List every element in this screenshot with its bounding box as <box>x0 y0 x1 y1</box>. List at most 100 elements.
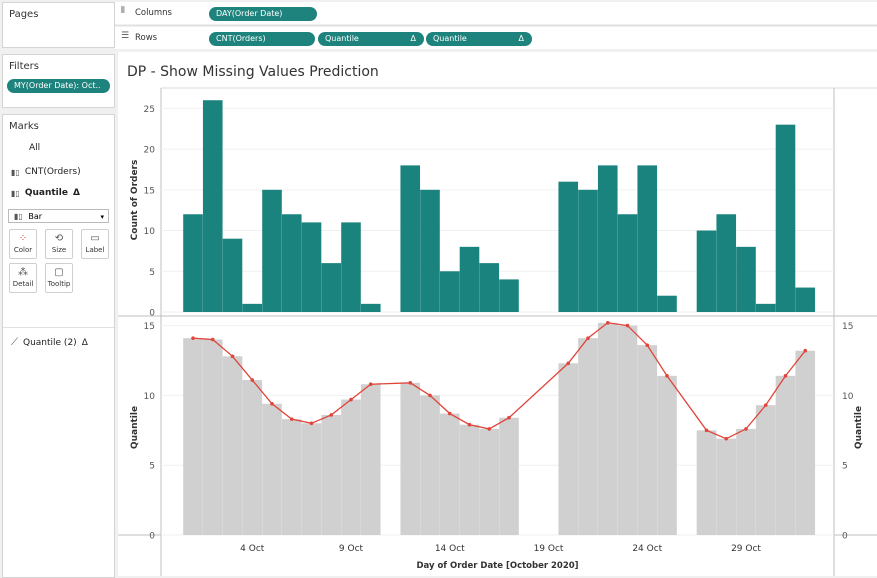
line-point <box>586 336 590 340</box>
line-point <box>783 374 788 378</box>
count-bar <box>242 303 263 312</box>
color-button[interactable]: ⁘ Color <box>9 229 37 259</box>
chart-canvas: 0 5 10 15 20 25 Count of Orders 0 0 5 5 10 10 15 15 Qua… <box>118 87 877 576</box>
quantile-bar <box>222 356 243 535</box>
line-point <box>507 415 511 420</box>
y-tick-label: 15 <box>144 322 155 332</box>
tooltip-icon: ▢ <box>54 267 64 278</box>
columns-shelf[interactable]: ⫴ Columns DAY(Order Date) <box>115 2 877 24</box>
delta-icon: Δ <box>410 34 416 43</box>
delta-icon: Δ <box>518 34 524 43</box>
y-tick-label: 5 <box>149 268 155 278</box>
mark-type-select[interactable]: ▮▯ Bar ▾ <box>8 209 109 223</box>
filters-title: Filters <box>9 61 39 72</box>
marks-panel[interactable]: Marks All ▮▯ CNT(Orders) ▮▯ Quantile Δ ▮… <box>2 114 115 578</box>
line-point <box>625 323 630 328</box>
marks-tab-quantile[interactable]: ▮▯ Quantile Δ <box>11 188 80 198</box>
count-bar <box>479 263 500 312</box>
count-bar <box>439 271 460 312</box>
y-axis-title: Count of Orders <box>130 160 140 241</box>
bar-icon: ▮▯ <box>14 212 23 221</box>
x-axis-title: Day of Order Date [October 2020] <box>416 561 578 571</box>
count-bar <box>558 181 579 312</box>
quantile-bar <box>262 403 282 535</box>
line-point <box>566 361 571 366</box>
x-tick-label: 4 Oct <box>240 544 265 554</box>
quantile-bar <box>202 339 223 535</box>
count-bar <box>617 214 638 312</box>
quantile-bar <box>775 375 796 535</box>
marks-tab-all[interactable]: All <box>29 143 41 153</box>
quantile-bar <box>479 428 500 535</box>
count-bar <box>736 246 756 312</box>
line-point <box>487 427 492 431</box>
filter-pill-month-order-date[interactable]: MY(Order Date): Oct.. <box>7 79 110 93</box>
rows-label: Rows <box>135 33 158 43</box>
quantile-bar <box>242 380 263 535</box>
size-icon: ⟲ <box>54 233 64 244</box>
y-tick-label: 20 <box>144 146 156 156</box>
marks-tab-quantile-2[interactable]: ⟋ Quantile (2) Δ <box>11 337 88 348</box>
count-bar <box>755 303 776 312</box>
pill-quantile-2[interactable]: Quantile Δ <box>426 32 532 46</box>
label-icon: ▭ <box>90 233 100 244</box>
quantile-bar <box>696 430 717 535</box>
line-point <box>230 354 235 359</box>
quantile-bar <box>578 338 598 535</box>
detail-button[interactable]: ⁂ Detail <box>9 263 37 293</box>
line-point <box>329 413 334 417</box>
bar-chart-icon: ▮▯ <box>11 188 20 198</box>
chart-view: DP - Show Missing Values Prediction 0 5 10… <box>118 52 877 576</box>
marks-tab-cnt-orders[interactable]: ▮▯ CNT(Orders) <box>11 167 81 177</box>
line-point <box>191 336 195 340</box>
x-tick-label: 9 Oct <box>339 544 364 554</box>
count-bar <box>716 214 737 312</box>
y2-tick-label: 10 <box>842 392 854 402</box>
count-bar <box>341 222 361 312</box>
quantile-bar <box>755 405 776 535</box>
line-point <box>349 397 353 402</box>
delta-icon: Δ <box>81 337 88 348</box>
quantile-bar <box>439 413 460 535</box>
count-bar <box>578 189 598 312</box>
line-point <box>408 381 413 385</box>
line-point <box>744 427 748 431</box>
y2-axis-title: Quantile <box>854 406 864 449</box>
pages-panel[interactable]: Pages <box>2 2 115 48</box>
quantile-bar <box>459 424 480 535</box>
line-chart-icon: ⟋ <box>11 337 18 348</box>
pill-day-order-date[interactable]: DAY(Order Date) <box>209 7 317 21</box>
y-tick-label: 25 <box>144 105 155 115</box>
line-point <box>428 393 432 398</box>
rows-shelf[interactable]: ☰ Rows CNT(Orders) Quantile Δ Quantile Δ <box>115 27 877 49</box>
quantile-bar <box>360 384 381 535</box>
label-button[interactable]: ▭ Label <box>81 229 109 259</box>
pill-cnt-orders[interactable]: CNT(Orders) <box>209 32 315 46</box>
quantile-bar <box>321 414 342 535</box>
pill-quantile-1[interactable]: Quantile Δ <box>318 32 424 46</box>
detail-icon: ⁂ <box>18 267 28 278</box>
quantile-bar <box>301 423 322 535</box>
filters-panel[interactable]: Filters MY(Order Date): Oct.. <box>2 54 115 108</box>
x-tick-label: 24 Oct <box>632 544 662 554</box>
quantile-bar <box>795 350 816 535</box>
line-point <box>724 436 729 441</box>
y-tick-label: 15 <box>144 186 155 196</box>
count-bar <box>360 303 381 312</box>
rows-icon: ☰ <box>121 31 130 41</box>
count-bar <box>459 246 480 312</box>
x-tick-label: 19 Oct <box>534 544 564 554</box>
count-bar <box>795 287 816 312</box>
line-point <box>645 343 650 347</box>
tooltip-button[interactable]: ▢ Tooltip <box>45 263 73 293</box>
count-bar <box>657 295 677 312</box>
columns-icon: ⫴ <box>121 6 125 16</box>
count-bar <box>301 222 322 312</box>
y-tick-label: 0 <box>149 532 155 542</box>
size-button[interactable]: ⟲ Size <box>45 229 73 259</box>
quantile-bar <box>341 399 361 535</box>
marks-title: Marks <box>9 121 39 132</box>
count-bar <box>597 165 618 312</box>
y-tick-label: 10 <box>144 392 156 402</box>
quantile-bar <box>597 322 618 535</box>
